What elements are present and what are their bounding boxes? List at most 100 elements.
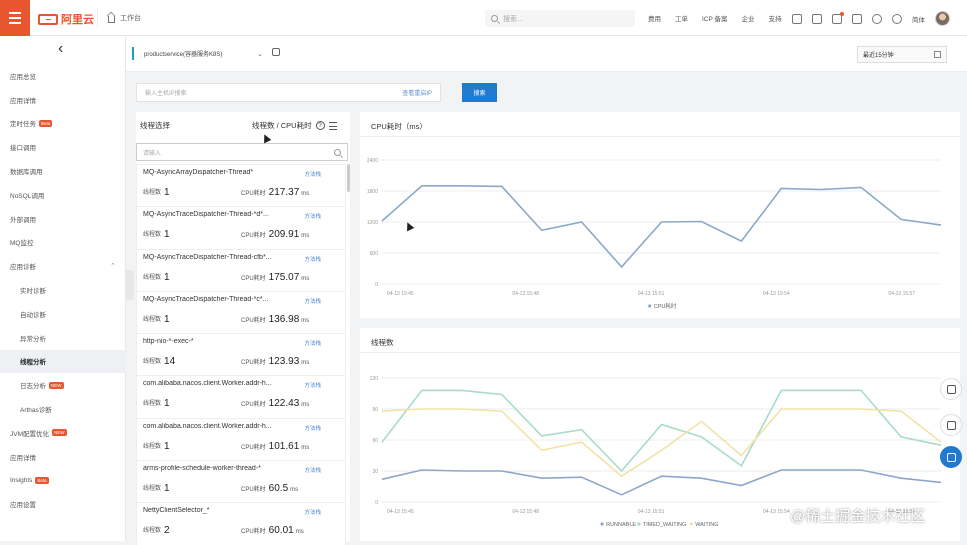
sidebar-item-label: MQ监控 xyxy=(10,240,34,248)
sidebar-item[interactable]: 数据库调用 xyxy=(0,159,126,183)
top-link-tickets[interactable]: 工单 xyxy=(675,16,688,23)
global-search-input[interactable]: 搜索... xyxy=(485,10,635,27)
sidebar-item[interactable]: 接口调用 xyxy=(0,135,126,159)
x-tick-label: 04-13 15:54 xyxy=(763,509,790,515)
method-stack-link[interactable]: 方法栈 xyxy=(304,172,321,178)
thread-item[interactable]: com.alibaba.nacos.client.Worker.addr-h..… xyxy=(136,417,346,461)
sidebar-item[interactable]: Insights Beta xyxy=(0,469,126,493)
top-link-icp[interactable]: ICP 备案 xyxy=(702,16,728,23)
thread-search-placeholder: 请输入 xyxy=(143,150,162,157)
thread-stats: 线程数 2 CPU耗时 60.01 ms xyxy=(143,525,333,536)
method-stack-link[interactable]: 方法栈 xyxy=(304,256,321,263)
workbench-link[interactable]: 工作台 xyxy=(97,8,151,28)
time-range-select[interactable]: 最近15分钟 xyxy=(857,46,947,63)
message-icon[interactable] xyxy=(812,13,822,24)
service-select[interactable]: productservice(容器服务K8S) ⌄ xyxy=(140,45,267,62)
legend-label[interactable]: CPU耗时 xyxy=(654,302,677,310)
method-stack-link[interactable]: 方法栈 xyxy=(304,510,321,517)
thread-search-input[interactable]: 请输入 xyxy=(136,143,348,161)
sidebar-item[interactable]: 应用详情 xyxy=(0,88,126,112)
x-tick-label: 04-13 15:51 xyxy=(638,509,665,515)
thread-count-value: 1 xyxy=(164,313,170,325)
host-ip-search-input[interactable]: 输入主机IP搜索 查看重启IP xyxy=(136,83,441,102)
series-line-timed-waiting[interactable] xyxy=(381,389,942,473)
method-stack-link[interactable]: 方法栈 xyxy=(304,468,321,475)
thread-item[interactable]: MQ-AsyncTraceDispatcher-Thread-*d*... 方法栈… xyxy=(136,206,346,249)
series-line-waiting[interactable] xyxy=(381,408,942,478)
sidebar-item[interactable]: 日志分析 NEW xyxy=(0,373,126,397)
thread-stats: 线程数 1 CPU耗时 60.5 ms xyxy=(143,483,333,494)
sort-toggle[interactable]: 线程数 / CPU耗时 ? xyxy=(252,120,337,131)
scrollbar[interactable] xyxy=(347,164,350,192)
cloud-shell-icon[interactable] xyxy=(792,13,802,24)
method-stack-link[interactable]: 方法栈 xyxy=(304,298,321,305)
sidebar-item[interactable]: 应用诊断 ⌃ xyxy=(0,254,126,278)
legend-label[interactable]: RUNNABLE xyxy=(606,522,636,528)
sidebar-item-label: Insights xyxy=(10,476,33,484)
sidebar-item[interactable]: 异常分析 xyxy=(0,326,126,350)
thread-item[interactable]: NettyClientSelector_* 方法栈 线程数 2 CPU耗时 60.01 ms xyxy=(136,502,346,545)
cpu-label: CPU耗时 xyxy=(241,191,266,197)
y-tick-label: 60 xyxy=(372,438,378,444)
sidebar-item-label: 定时任务 xyxy=(10,121,36,129)
method-stack-link[interactable]: 方法栈 xyxy=(304,425,321,432)
aliyun-logo[interactable]: 阿里云 xyxy=(38,11,94,27)
sidebar-item[interactable]: 实时诊断 xyxy=(0,278,126,302)
menu-icon[interactable] xyxy=(0,0,30,36)
sidebar-item[interactable]: 自动诊断 xyxy=(0,302,126,326)
sidebar-item[interactable]: 应用总览 xyxy=(0,64,126,88)
sidebar-item[interactable]: NoSQL调用 xyxy=(0,183,126,207)
y-tick-label: 30 xyxy=(372,469,378,475)
method-stack-link[interactable]: 方法栈 xyxy=(304,341,321,348)
sidebar-item[interactable]: 外部调用 xyxy=(0,207,126,231)
sidebar-item[interactable]: JVM配置优化 NEW xyxy=(0,421,126,445)
method-stack-link[interactable]: 方法栈 xyxy=(304,214,321,221)
help-icon[interactable]: ? xyxy=(315,121,325,130)
search-icon[interactable] xyxy=(334,148,341,156)
thread-item[interactable]: http-nio-*-exec-* 方法栈 线程数 14 CPU耗时 123.93 ms xyxy=(136,333,346,376)
list-icon[interactable] xyxy=(328,121,337,130)
sidebar-item[interactable]: 应用详情 xyxy=(0,445,126,469)
thread-item[interactable]: com.alibaba.nacos.client.Worker.addr-h..… xyxy=(136,375,346,418)
thread-item[interactable]: MQ-AsyncArrayDispatcher-Thread* 方法栈 线程数 1 CP… xyxy=(136,164,346,207)
search-placeholder: 搜索... xyxy=(503,15,523,23)
top-link-support[interactable]: 支持 xyxy=(768,16,782,23)
sidebar-menu: 应用总览 应用详情 定时任务 Beta 接口调用 数据库调用 NoSQL调用 外部调用 MQ监控… xyxy=(0,64,126,516)
thread-count-label: 线程数 xyxy=(143,232,162,239)
sidebar-item[interactable]: Arthas诊断 xyxy=(0,397,126,421)
method-stack-link[interactable]: 方法栈 xyxy=(304,383,321,390)
series-line-cpu-[interactable] xyxy=(381,185,942,269)
cpu-line-chart: 0 600 1200 1800 2400 04-13 15:45 04-13 15:48 04… xyxy=(367,158,942,310)
sidebar-item[interactable]: 线程分析 xyxy=(0,349,126,374)
workbench-label: 工作台 xyxy=(120,15,141,22)
sidebar-item[interactable]: MQ监控 xyxy=(0,231,126,255)
thread-item[interactable]: MQ-AsyncTraceDispatcher-Thread-*c*... 方法栈… xyxy=(136,290,346,334)
help-icon[interactable] xyxy=(892,13,902,24)
sidebar-item[interactable]: 应用设置 xyxy=(0,492,126,516)
sidebar-item[interactable]: 定时任务 Beta xyxy=(0,112,126,136)
view-restart-ip-link[interactable]: 查看重启IP xyxy=(402,91,432,97)
sidebar-drag-handle[interactable] xyxy=(126,270,134,300)
avatar[interactable] xyxy=(935,11,950,26)
lightbulb-icon[interactable] xyxy=(872,13,882,24)
language-switch[interactable]: 简体 xyxy=(912,16,925,24)
copy-icon[interactable] xyxy=(272,48,280,56)
collapse-sidebar-icon[interactable]: ‹ xyxy=(58,40,64,57)
edit-fab-button[interactable] xyxy=(940,378,962,400)
x-tick-label: 04-13 15:48 xyxy=(512,509,539,515)
thread-count-label: 线程数 xyxy=(143,316,162,323)
thread-item[interactable]: arms-profile-schedule-worker-thread-* 方法栈… xyxy=(136,460,346,503)
legend-label[interactable]: TIMED_WAITING xyxy=(643,522,687,528)
cart-icon[interactable] xyxy=(852,13,862,24)
search-button[interactable]: 搜索 xyxy=(462,83,497,102)
cpu-unit: ms xyxy=(301,402,310,409)
notification-bell-icon[interactable] xyxy=(832,11,844,24)
top-link-enterprise[interactable]: 企业 xyxy=(741,16,755,23)
legend-label[interactable]: WAITING xyxy=(695,522,718,528)
series-line-runnable[interactable] xyxy=(381,469,942,496)
grid-fab-button[interactable] xyxy=(940,446,962,468)
thread-name: com.alibaba.nacos.client.Worker.addr-h..… xyxy=(143,422,272,430)
feedback-fab-button[interactable] xyxy=(940,414,962,436)
top-link-fees[interactable]: 费用 xyxy=(648,16,661,23)
thread-item[interactable]: MQ-AsyncTraceDispatcher-Thread-cfb*... 方法… xyxy=(136,248,346,291)
